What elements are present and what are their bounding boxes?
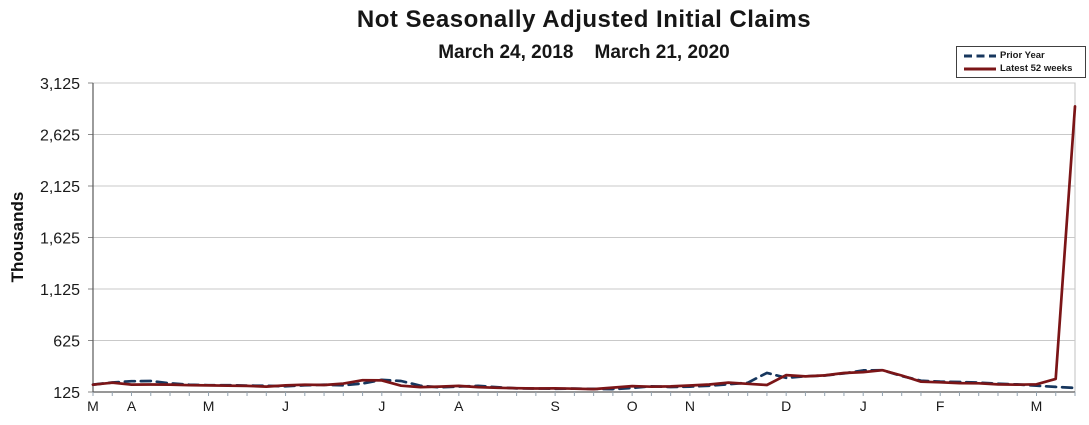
chart-title: Not Seasonally Adjusted Initial Claims <box>356 6 812 33</box>
svg-text:S: S <box>550 398 559 414</box>
svg-text:1,125: 1,125 <box>40 282 80 299</box>
svg-text:J: J <box>378 398 385 414</box>
svg-text:M: M <box>1031 398 1043 414</box>
svg-text:A: A <box>127 398 137 414</box>
prior-year-line-sample <box>964 54 996 57</box>
legend: Prior Year Latest 52 weeks <box>956 46 1086 78</box>
svg-text:F: F <box>936 398 945 414</box>
svg-text:J: J <box>860 398 867 414</box>
latest-52-weeks-line-sample <box>964 67 996 70</box>
legend-label-prior-year: Prior Year <box>1000 50 1045 61</box>
svg-text:125: 125 <box>53 385 80 402</box>
svg-text:1,625: 1,625 <box>40 231 80 248</box>
svg-text:M: M <box>87 398 99 414</box>
svg-text:A: A <box>454 398 464 414</box>
svg-text:M: M <box>203 398 215 414</box>
chart-subtitle: March 24, 2018 March 21, 2020 <box>438 42 730 63</box>
legend-item-latest-52-weeks: Latest 52 weeks <box>963 63 1081 74</box>
svg-text:2,125: 2,125 <box>40 179 80 196</box>
legend-label-latest-52-weeks: Latest 52 weeks <box>1000 63 1073 74</box>
svg-text:D: D <box>781 398 791 414</box>
svg-text:3,125: 3,125 <box>40 76 80 93</box>
svg-text:625: 625 <box>53 334 80 351</box>
legend-item-prior-year: Prior Year <box>963 50 1081 61</box>
svg-text:O: O <box>627 398 638 414</box>
svg-text:J: J <box>282 398 289 414</box>
svg-text:N: N <box>685 398 695 414</box>
svg-text:2,625: 2,625 <box>40 128 80 145</box>
